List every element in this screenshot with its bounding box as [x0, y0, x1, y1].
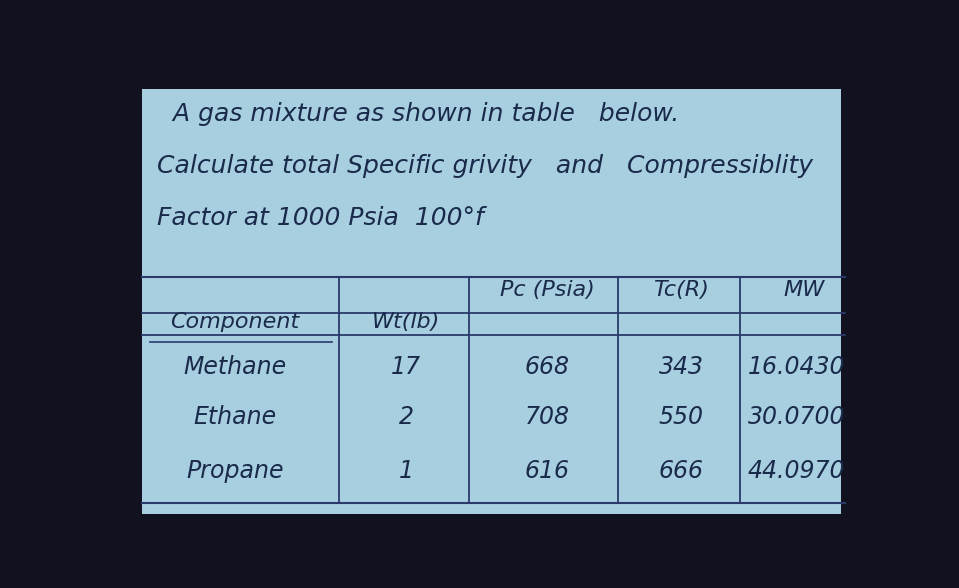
- Text: 2: 2: [399, 405, 413, 429]
- Text: Component: Component: [171, 312, 300, 332]
- Text: 343: 343: [659, 355, 704, 379]
- Text: A gas mixture as shown in table   below.: A gas mixture as shown in table below.: [157, 102, 679, 126]
- Text: Pc (Psia): Pc (Psia): [500, 280, 595, 300]
- FancyBboxPatch shape: [142, 89, 841, 514]
- Text: Methane: Methane: [183, 355, 287, 379]
- Text: 616: 616: [525, 459, 570, 483]
- Text: Calculate total Specific grivity   and   Compressiblity: Calculate total Specific grivity and Com…: [157, 154, 813, 178]
- Text: Tc(R): Tc(R): [653, 280, 709, 300]
- Text: 44.0970: 44.0970: [748, 459, 846, 483]
- Text: MW: MW: [783, 280, 825, 300]
- Text: 30.0700: 30.0700: [748, 405, 846, 429]
- Text: Propane: Propane: [186, 459, 284, 483]
- Text: 1: 1: [399, 459, 413, 483]
- Text: 666: 666: [659, 459, 704, 483]
- Text: 708: 708: [525, 405, 570, 429]
- Text: 668: 668: [525, 355, 570, 379]
- Text: Wt(lb): Wt(lb): [372, 312, 440, 332]
- Text: 17: 17: [391, 355, 421, 379]
- Text: 550: 550: [659, 405, 704, 429]
- Text: Factor at 1000 Psia  100°f: Factor at 1000 Psia 100°f: [157, 206, 483, 230]
- Text: Ethane: Ethane: [194, 405, 276, 429]
- Text: 16.0430: 16.0430: [748, 355, 846, 379]
